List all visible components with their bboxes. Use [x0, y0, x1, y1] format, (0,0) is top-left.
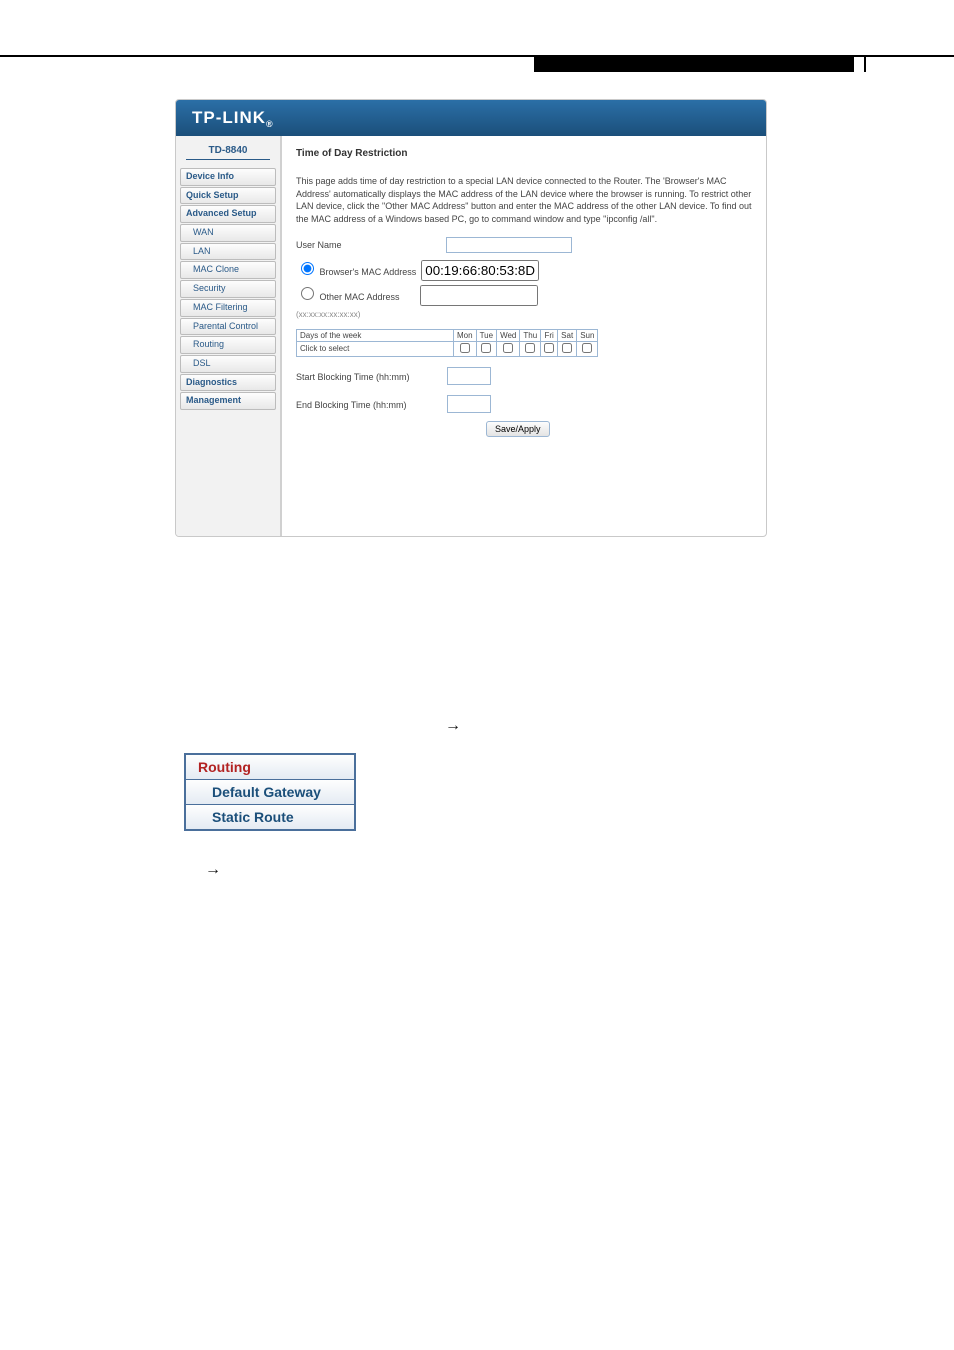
other-mac-radio[interactable]	[301, 287, 314, 300]
save-apply-button[interactable]: Save/Apply	[486, 421, 550, 437]
nav-item-device-info[interactable]: Device Info	[180, 168, 276, 186]
nav-item-parental-control[interactable]: Parental Control	[180, 318, 276, 336]
routing-item-static-route[interactable]: Static Route	[186, 805, 354, 829]
day-sun: Sun	[577, 329, 598, 341]
day-fri: Fri	[541, 329, 558, 341]
routing-submenu: Routing Default Gateway Static Route	[184, 753, 356, 831]
brand-text: TP-LINK	[192, 108, 266, 127]
nav-item-dsl[interactable]: DSL	[180, 355, 276, 373]
days-table: Days of the week Mon Tue Wed Thu Fri Sat…	[296, 329, 598, 357]
day-sat: Sat	[558, 329, 577, 341]
chk-tue[interactable]	[481, 343, 491, 353]
brand-header: TP-LINK®	[176, 100, 766, 136]
header-black-strip	[534, 55, 854, 72]
arrow-icon-1: →	[445, 717, 954, 735]
content-pane: Time of Day Restriction This page adds t…	[282, 136, 766, 536]
browser-mac-value[interactable]	[421, 260, 539, 281]
intro-text: This page adds time of day restriction t…	[296, 175, 752, 225]
reg-mark: ®	[266, 119, 274, 129]
nav-item-advanced-setup[interactable]: Advanced Setup	[180, 205, 276, 223]
nav-item-security[interactable]: Security	[180, 280, 276, 298]
day-thu: Thu	[520, 329, 541, 341]
day-mon: Mon	[454, 329, 477, 341]
chk-mon[interactable]	[460, 343, 470, 353]
routing-title[interactable]: Routing	[186, 755, 354, 780]
days-of-week-label: Days of the week	[297, 329, 454, 341]
username-input[interactable]	[446, 237, 572, 253]
top-rule	[0, 55, 954, 87]
start-time-label: Start Blocking Time (hh:mm)	[296, 371, 444, 384]
arrow-icon-2: →	[205, 861, 954, 879]
day-wed: Wed	[497, 329, 520, 341]
other-mac-input[interactable]	[420, 285, 538, 306]
nav-item-mac-filtering[interactable]: MAC Filtering	[180, 299, 276, 317]
router-admin-window: TP-LINK® TD-8840 Device InfoQuick SetupA…	[175, 99, 767, 537]
mac-format-hint: (xx:xx:xx:xx:xx:xx)	[296, 309, 752, 320]
chk-sun[interactable]	[582, 343, 592, 353]
click-select-label: Click to select	[297, 341, 454, 356]
day-tue: Tue	[476, 329, 497, 341]
nav-menu: Device InfoQuick SetupAdvanced SetupWANL…	[180, 168, 276, 410]
chk-sat[interactable]	[562, 343, 572, 353]
model-label: TD-8840	[186, 146, 270, 160]
nav-item-diagnostics[interactable]: Diagnostics	[180, 374, 276, 392]
nav-item-quick-setup[interactable]: Quick Setup	[180, 187, 276, 205]
header-black-bar	[864, 55, 866, 72]
nav-item-mac-clone[interactable]: MAC Clone	[180, 261, 276, 279]
nav-item-routing[interactable]: Routing	[180, 336, 276, 354]
routing-item-default-gateway[interactable]: Default Gateway	[186, 780, 354, 805]
nav-item-lan[interactable]: LAN	[180, 243, 276, 261]
other-mac-label: Other MAC Address	[320, 292, 400, 302]
nav-item-management[interactable]: Management	[180, 392, 276, 410]
browser-mac-radio[interactable]	[301, 262, 314, 275]
browser-mac-label: Browser's MAC Address	[320, 267, 417, 277]
username-label: User Name	[296, 239, 446, 252]
end-time-label: End Blocking Time (hh:mm)	[296, 399, 444, 412]
end-time-input[interactable]	[447, 395, 491, 413]
nav-item-wan[interactable]: WAN	[180, 224, 276, 242]
start-time-input[interactable]	[447, 367, 491, 385]
chk-fri[interactable]	[544, 343, 554, 353]
page-title: Time of Day Restriction	[296, 148, 752, 159]
chk-wed[interactable]	[503, 343, 513, 353]
sidebar: TD-8840 Device InfoQuick SetupAdvanced S…	[176, 136, 282, 536]
chk-thu[interactable]	[525, 343, 535, 353]
